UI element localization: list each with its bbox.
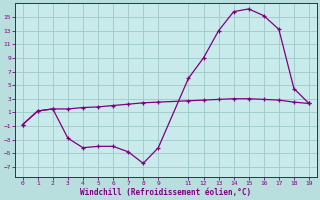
X-axis label: Windchill (Refroidissement éolien,°C): Windchill (Refroidissement éolien,°C) — [80, 188, 252, 197]
